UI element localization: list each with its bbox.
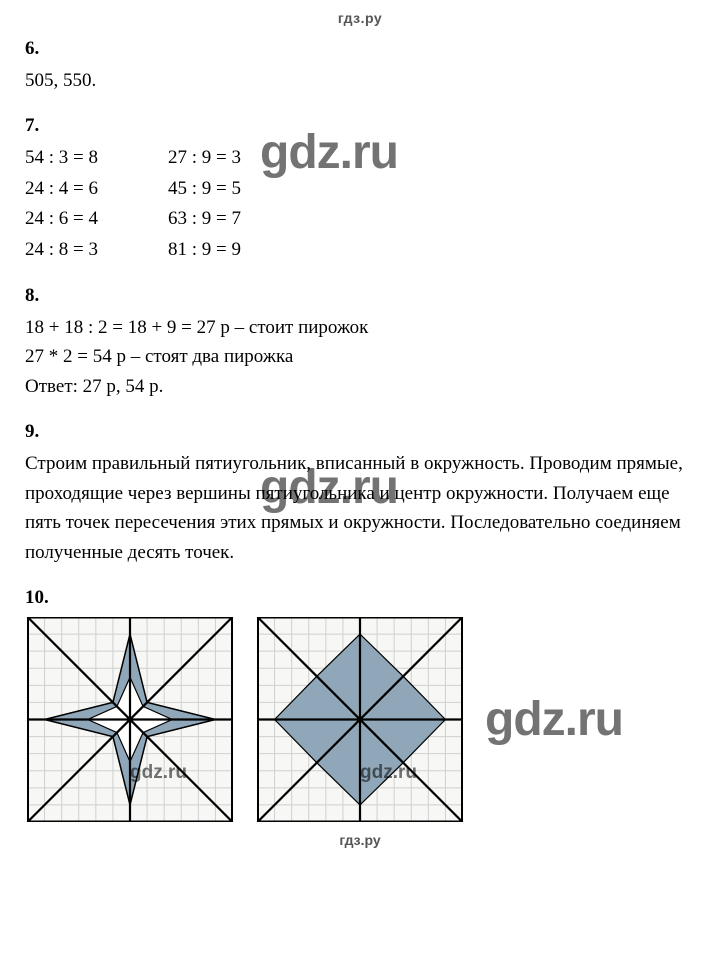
- eq-cell: 54 : 3 = 8: [25, 143, 98, 173]
- figure-1: gdz.ru: [25, 617, 235, 822]
- eq-col-1: 54 : 3 = 8 24 : 4 = 6 24 : 6 = 4 24 : 8 …: [25, 143, 98, 265]
- problem-9-text: Строим правильный пятиугольник, вписанны…: [25, 449, 695, 567]
- eq-cell: 45 : 9 = 5: [168, 174, 241, 204]
- problem-8-line2: 27 * 2 = 54 р – стоят два пирожка: [25, 342, 695, 371]
- figure-row: gdz.ru gdz.ru gdz.ru: [25, 617, 695, 822]
- page-content: гдз.ру 6. 505, 550. 7. 54 : 3 = 8 24 : 4…: [0, 0, 720, 848]
- problem-6-number: 6.: [25, 38, 695, 60]
- problem-6-text: 505, 550.: [25, 66, 695, 95]
- problem-8-number: 8.: [25, 285, 695, 307]
- eq-col-2: 27 : 9 = 3 45 : 9 = 5 63 : 9 = 7 81 : 9 …: [168, 143, 241, 265]
- eq-cell: 24 : 8 = 3: [25, 235, 98, 265]
- figure-2: gdz.ru: [255, 617, 465, 822]
- problem-10-number: 10.: [25, 587, 695, 609]
- watermark-icon: gdz.ru: [130, 762, 187, 784]
- problem-7-number: 7.: [25, 115, 695, 137]
- eq-cell: 27 : 9 = 3: [168, 143, 241, 173]
- watermark-icon: gdz.ru: [360, 762, 417, 784]
- problem-9-number: 9.: [25, 421, 695, 443]
- problem-7-equations: 54 : 3 = 8 24 : 4 = 6 24 : 6 = 4 24 : 8 …: [25, 143, 695, 265]
- problem-8-line1: 18 + 18 : 2 = 18 + 9 = 27 р – стоит пиро…: [25, 313, 695, 342]
- eq-cell: 24 : 6 = 4: [25, 204, 98, 234]
- problem-8-answer: Ответ: 27 р, 54 р.: [25, 372, 695, 401]
- watermark-icon: gdz.ru: [485, 692, 623, 747]
- eq-cell: 81 : 9 = 9: [168, 235, 241, 265]
- site-footer: гдз.ру: [25, 832, 695, 848]
- eq-cell: 24 : 4 = 6: [25, 174, 98, 204]
- site-header: гдз.ру: [25, 10, 695, 26]
- eq-cell: 63 : 9 = 7: [168, 204, 241, 234]
